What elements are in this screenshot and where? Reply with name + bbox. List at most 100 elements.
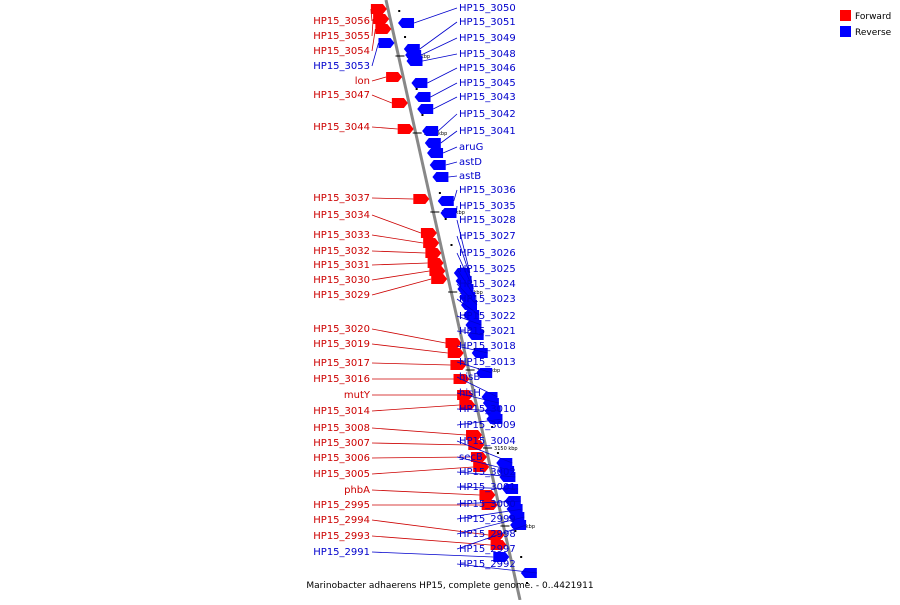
genome-backbone [384, 0, 522, 601]
legend-swatch-reverse [840, 26, 851, 37]
gene-glyph-reverse [422, 126, 439, 136]
legend: Forward Reverse [840, 10, 892, 38]
gene-label-reverse: HP15_3000 [459, 499, 516, 510]
gene-leader-line [371, 404, 460, 412]
gene-glyph-reverse [432, 172, 449, 182]
gene-leader-line [456, 456, 515, 472]
gene-glyph-reverse [427, 148, 444, 158]
gene-label-reverse: HP15_3035 [459, 201, 516, 212]
gene-glyph-forward [373, 14, 390, 24]
gene-glyph-forward [378, 38, 395, 48]
gene-glyph-reverse [499, 472, 516, 482]
gene-glyph-reverse [486, 414, 503, 424]
gene-label-forward: HP15_3016 [313, 374, 370, 385]
gene-leader-line [445, 161, 458, 166]
gene-leader-line [456, 376, 498, 398]
gene-leader-line [371, 197, 414, 200]
position-dot [450, 244, 453, 246]
gene-label-forward: mutY [344, 390, 371, 401]
gene-label-reverse: HP15_3051 [459, 17, 516, 28]
gene-label-forward: HP15_2993 [313, 531, 370, 542]
gene-label-forward: HP15_2995 [313, 500, 370, 511]
gene-glyph-forward [445, 338, 462, 348]
gene-glyph-forward [470, 452, 487, 462]
gene-label-reverse: astD [459, 157, 482, 168]
gene-label-reverse: HP15_3010 [459, 404, 516, 415]
gene-label-reverse: HP15_3050 [459, 3, 516, 14]
gene-leader-line [371, 18, 374, 37]
gene-leader-line [456, 500, 521, 505]
position-dot [525, 582, 528, 584]
gene-label-forward: HP15_3056 [313, 16, 370, 27]
gene-leader-line [456, 471, 516, 478]
gene-label-forward: HP15_3029 [313, 290, 370, 301]
gene-label-forward: HP15_3033 [313, 230, 370, 241]
gene-label-forward: HP15_3034 [313, 210, 370, 221]
gene-leader-line [371, 535, 491, 546]
position-dot [491, 426, 494, 428]
gene-leader-line [456, 516, 525, 535]
gene-leader-line [456, 219, 471, 274]
position-dot [514, 530, 517, 532]
gene-leader-line [370, 8, 373, 22]
gene-leader-line [456, 392, 499, 404]
gene-leader-line [413, 7, 458, 24]
gene-label-forward: HP15_3007 [313, 438, 370, 449]
gene-leader-line [371, 362, 451, 366]
gene-label-reverse: HP15_3046 [459, 63, 516, 74]
gene-leader-line [371, 234, 424, 244]
gene-label-forward: HP15_3014 [313, 406, 370, 417]
gene-label-reverse: hisH [459, 388, 481, 399]
position-dot [415, 88, 418, 90]
gene-label-reverse: HP15_3042 [459, 109, 516, 120]
gene-leader-line [456, 235, 473, 282]
gene-glyph-forward [425, 248, 442, 258]
gene-leader-line [371, 270, 430, 281]
gene-label-reverse: aruG [459, 142, 483, 153]
gene-label-forward: HP15_3055 [313, 31, 370, 42]
gene-leader-line [437, 113, 458, 132]
gene-label-reverse: HP15_2999 [459, 514, 516, 525]
position-dot [421, 114, 424, 116]
position-dot [438, 192, 441, 194]
gene-leader-line [448, 175, 458, 178]
gene-label-reverse: HP15_2997 [459, 544, 516, 555]
gene-glyph-forward [493, 552, 510, 562]
gene-label-forward: HP15_2991 [313, 547, 370, 558]
gene-label-reverse: HP15_3024 [459, 279, 516, 290]
gene-glyph-reverse [424, 138, 441, 148]
gene-leader-line [371, 94, 393, 104]
gene-glyph-forward [386, 72, 403, 82]
gene-label-forward: HP15_3008 [313, 423, 370, 434]
backbone-layer [384, 0, 522, 601]
gene-label-reverse: HP15_3027 [459, 231, 516, 242]
gene-glyph-reverse [457, 284, 474, 294]
gene-leader-line [456, 252, 474, 290]
gene-label-reverse: HP15_3045 [459, 78, 516, 89]
gene-leader-line [371, 343, 448, 354]
gene-leader-line [440, 130, 458, 144]
gene-label-forward: HP15_3017 [313, 358, 370, 369]
gene-glyph-forward [391, 98, 408, 108]
gene-label-reverse: HP15_3013 [459, 357, 516, 368]
gene-glyph-reverse [429, 160, 446, 170]
gene-label-reverse: HP15_3049 [459, 33, 516, 44]
gene-glyph-reverse [406, 56, 423, 66]
gene-label-reverse: HP15_3025 [459, 264, 516, 275]
gene-label-reverse: HP15_3018 [459, 341, 516, 352]
position-dot [444, 218, 447, 220]
gene-leader-line [371, 126, 398, 130]
gene-glyph-reverse [437, 196, 454, 206]
gene-label-forward: HP15_3047 [313, 90, 370, 101]
gene-label-reverse: hisB [459, 372, 480, 383]
position-dot [398, 10, 401, 12]
gene-glyph-forward [397, 124, 414, 134]
gene-leader-line [456, 508, 523, 520]
gene-label-forward: HP15_3006 [313, 453, 370, 464]
gene-leader-line [371, 551, 494, 558]
gene-glyph-forward [447, 348, 464, 358]
gene-glyph-forward [479, 490, 496, 500]
gene-glyph-forward [420, 228, 437, 238]
gene-leader-line [456, 330, 484, 336]
gene-label-forward: phbA [344, 485, 370, 496]
